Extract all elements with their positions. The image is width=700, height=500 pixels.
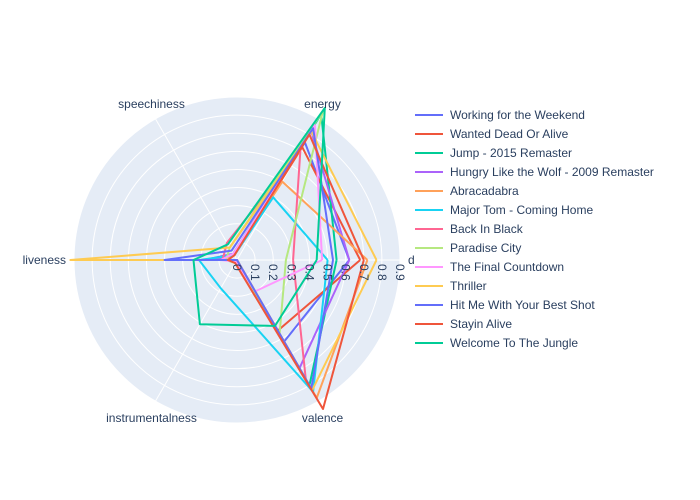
legend-item-5[interactable]: Major Tom - Coming Home: [415, 203, 593, 217]
axis-label-speechiness: speechiness: [118, 97, 185, 111]
radial-tick-label: 0.9: [393, 264, 407, 281]
legend-label: Abracadabra: [450, 184, 519, 198]
legend-label: Hungry Like the Wolf - 2009 Remaster: [450, 165, 654, 179]
legend-item-2[interactable]: Jump - 2015 Remaster: [415, 146, 572, 160]
axis-label-liveness: liveness: [23, 253, 66, 267]
series-line-11: [226, 133, 365, 410]
radial-tick-label: 0.6: [339, 264, 353, 281]
legend-item-1[interactable]: Wanted Dead Or Alive: [415, 127, 569, 141]
radial-tick-label: 0.7: [357, 264, 371, 281]
legend-item-11[interactable]: Stayin Alive: [415, 317, 512, 331]
angular-axis-labels: d energy speechiness liveness instrumentalne…: [23, 97, 415, 425]
radial-tick-labels: 0 0.1 0.2 0.3 0.4 0.5 0.6 0.7 0.8 0.9: [230, 264, 407, 281]
legend-label: The Final Countdown: [450, 260, 564, 274]
legend-label: Working for the Weekend: [450, 108, 585, 122]
legend-item-9[interactable]: Thriller: [415, 279, 487, 293]
legend[interactable]: Working for the Weekend Wanted Dead Or Al…: [415, 108, 654, 350]
legend-item-10[interactable]: Hit Me With Your Best Shot: [415, 298, 595, 312]
radial-tick-label: 0: [230, 264, 244, 271]
grid-spoke-instrumentalness: [155, 259, 238, 402]
axis-label-instrumentalness: instrumentalness: [106, 411, 197, 425]
radial-tick-label: 0.3: [284, 264, 298, 281]
axis-label-danceability: d: [408, 253, 415, 267]
radial-tick-label: 0.2: [266, 264, 280, 281]
legend-label: Major Tom - Coming Home: [450, 203, 593, 217]
legend-label: Welcome To The Jungle: [450, 336, 578, 350]
axis-label-energy: energy: [304, 97, 341, 111]
legend-item-8[interactable]: The Final Countdown: [415, 260, 564, 274]
legend-label: Paradise City: [450, 241, 521, 255]
legend-label: Thriller: [450, 279, 487, 293]
radial-tick-label: 0.1: [248, 264, 262, 281]
series-layer: [69, 106, 378, 410]
legend-item-12[interactable]: Welcome To The Jungle: [415, 336, 578, 350]
axis-label-valence: valence: [302, 411, 344, 425]
radial-tick-label: 0.5: [321, 264, 335, 281]
legend-label: Wanted Dead Or Alive: [450, 127, 569, 141]
legend-label: Hit Me With Your Best Shot: [450, 298, 595, 312]
legend-item-4[interactable]: Abracadabra: [415, 184, 519, 198]
series-line-12: [192, 106, 326, 327]
legend-item-7[interactable]: Paradise City: [415, 241, 521, 255]
radial-tick-label: 0.8: [375, 264, 389, 281]
legend-item-3[interactable]: Hungry Like the Wolf - 2009 Remaster: [415, 165, 654, 179]
radial-tick-label: 0.4: [302, 264, 316, 281]
legend-label: Jump - 2015 Remaster: [450, 146, 572, 160]
legend-label: Back In Black: [450, 222, 524, 236]
grid-spoke-speechiness: [155, 118, 238, 261]
legend-item-6[interactable]: Back In Black: [415, 222, 524, 236]
legend-label: Stayin Alive: [450, 317, 512, 331]
legend-item-0[interactable]: Working for the Weekend: [415, 108, 585, 122]
